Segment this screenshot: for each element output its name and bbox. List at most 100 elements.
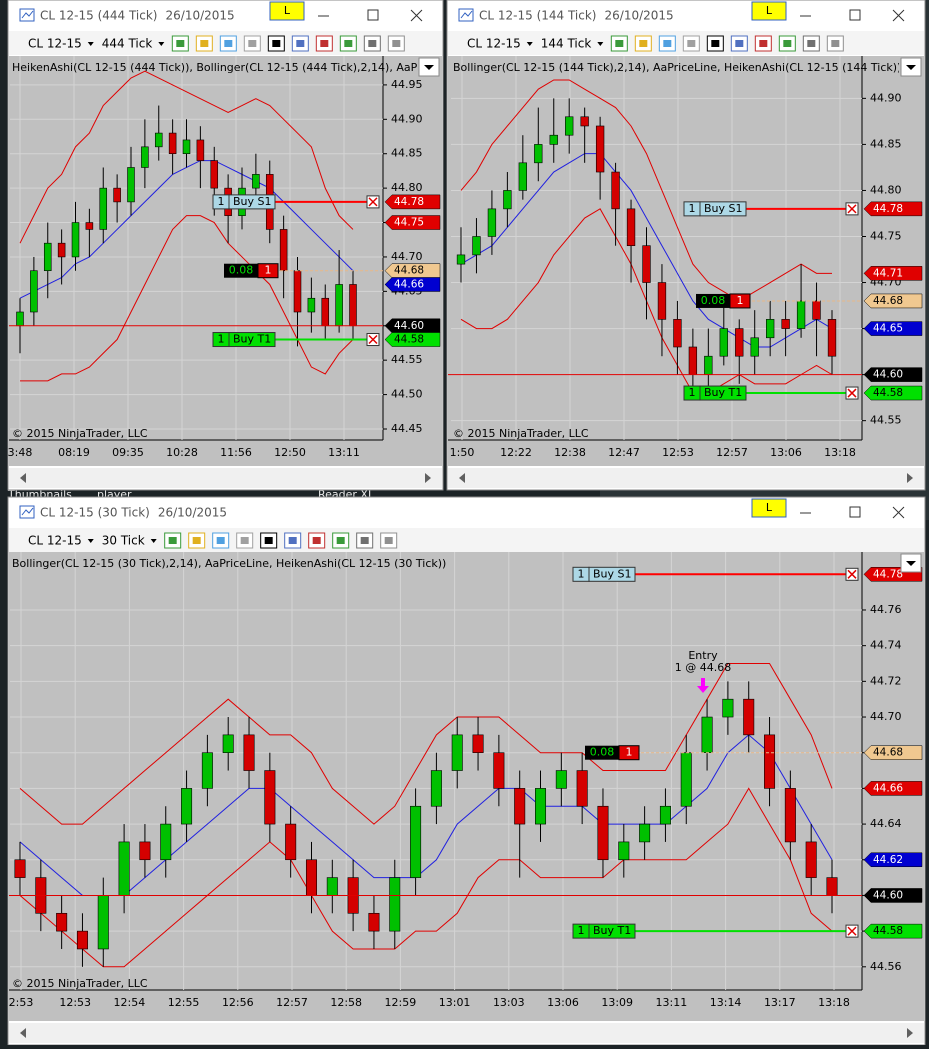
maximize-button[interactable] (849, 9, 861, 21)
candle-body (812, 300, 821, 320)
y-tick-label: 44.50 (391, 388, 423, 401)
position-pnl: 0.08 (229, 264, 254, 277)
time-label: 13:03 (493, 996, 525, 1009)
app-icon (458, 8, 474, 22)
toolbar-icon (831, 40, 840, 47)
order-label-box[interactable] (228, 332, 276, 348)
interval-selector[interactable]: 30 Tick (102, 534, 145, 548)
y-tick-label: 44.72 (870, 674, 902, 687)
y-tick-label: 44.90 (870, 91, 902, 104)
bollinger-upper (19, 663, 833, 825)
toolbar-icon (168, 537, 177, 544)
dropdown-arrow (87, 539, 94, 543)
time-label: 12:54 (114, 996, 146, 1009)
toolbar-icon (216, 537, 225, 544)
scroll-left[interactable] (20, 1028, 26, 1038)
candle-body (657, 282, 667, 320)
time-label: 1:50 (450, 446, 475, 459)
scroll-left[interactable] (20, 473, 26, 483)
candle-body (85, 222, 94, 230)
y-tick-label: 44.85 (391, 147, 423, 160)
price-tag (863, 385, 923, 401)
instrument-selector[interactable]: CL 12-15 (28, 534, 82, 548)
candle-body (168, 132, 177, 155)
y-tick-label: 44.74 (870, 639, 902, 652)
instrument-selector[interactable]: CL 12-15 (467, 37, 521, 51)
y-tick-label: 44.55 (391, 353, 423, 366)
candle-body (626, 208, 636, 246)
window-date: 26/10/2015 (605, 9, 674, 23)
close-button[interactable] (410, 9, 423, 22)
price-tag-label: 44.62 (873, 854, 903, 866)
price-tag-label: 44.75 (394, 217, 424, 229)
indicator-label: Bollinger(CL 12-15 (30 Tick),2,14), AaPr… (12, 557, 446, 570)
time-label: 09:35 (112, 446, 144, 459)
scroll-left[interactable] (459, 473, 465, 483)
dropdown-arrow (158, 42, 165, 46)
price-tag (384, 332, 441, 347)
time-label: 12:57 (276, 996, 308, 1009)
scroll-right[interactable] (907, 473, 913, 483)
order-label-box[interactable] (588, 923, 636, 939)
candle-body (285, 823, 297, 861)
candle-body (659, 805, 671, 825)
candle-body (16, 311, 24, 327)
maximize-button[interactable] (367, 9, 379, 21)
candle-body (127, 167, 135, 203)
order-label: Buy S1 (593, 567, 632, 580)
time-label: 12:38 (554, 446, 586, 459)
price-tag-label: 44.78 (873, 568, 903, 580)
time-label: 13:17 (764, 996, 796, 1009)
candle-body (673, 319, 682, 348)
toolbar-icon (368, 40, 377, 47)
order-label: Buy S1 (233, 195, 272, 208)
time-label: 11:56 (220, 446, 252, 459)
bollinger-middle (19, 734, 833, 896)
link-badge[interactable] (751, 1, 787, 21)
scrollbar[interactable] (9, 1023, 924, 1043)
interval-selector[interactable]: 444 Tick (102, 37, 153, 51)
position-pnl-box (696, 293, 730, 308)
order-label-box[interactable] (228, 194, 276, 210)
window-title: CL 12-15 (30 Tick) (40, 506, 150, 520)
toolbar-icon (807, 40, 816, 47)
price-tag (863, 293, 923, 309)
scrollbar[interactable] (9, 468, 442, 488)
time-label: 13:06 (770, 446, 802, 459)
position-pnl-box (585, 745, 619, 760)
window-date: 26/10/2015 (158, 506, 227, 520)
price-tag (384, 318, 441, 334)
toolbar-icon (384, 537, 393, 544)
copyright: © 2015 NinjaTrader, LLC (453, 427, 589, 440)
close-button[interactable] (892, 506, 905, 519)
chart-menu-arrow (424, 65, 434, 70)
interval-selector[interactable]: 144 Tick (541, 37, 592, 51)
candle-body (76, 930, 88, 950)
link-badge[interactable] (269, 1, 305, 21)
entry-arrow (697, 678, 709, 693)
scrollbar[interactable] (448, 468, 924, 488)
toolbar-icon (759, 40, 768, 47)
candle-body (71, 222, 80, 258)
app-icon-line (21, 10, 34, 19)
candle-body (456, 254, 466, 265)
price-tag (863, 201, 923, 217)
toolbar-icon (288, 537, 297, 544)
order-label-box[interactable] (588, 566, 636, 582)
dropdown-arrow (526, 42, 533, 46)
candle-body (743, 698, 755, 736)
candle-body (796, 300, 806, 329)
price-tag (384, 215, 441, 230)
order-label-box[interactable] (699, 385, 747, 401)
app-icon-line (21, 507, 34, 516)
price-tag-label: 44.68 (394, 265, 424, 277)
maximize-button[interactable] (849, 506, 861, 518)
close-button[interactable] (892, 9, 905, 22)
instrument-selector[interactable]: CL 12-15 (28, 37, 82, 51)
link-badge[interactable] (751, 498, 787, 518)
scroll-right[interactable] (425, 473, 431, 483)
scroll-right[interactable] (907, 1028, 913, 1038)
order-label-box[interactable] (699, 201, 747, 217)
candle-body (410, 805, 422, 878)
